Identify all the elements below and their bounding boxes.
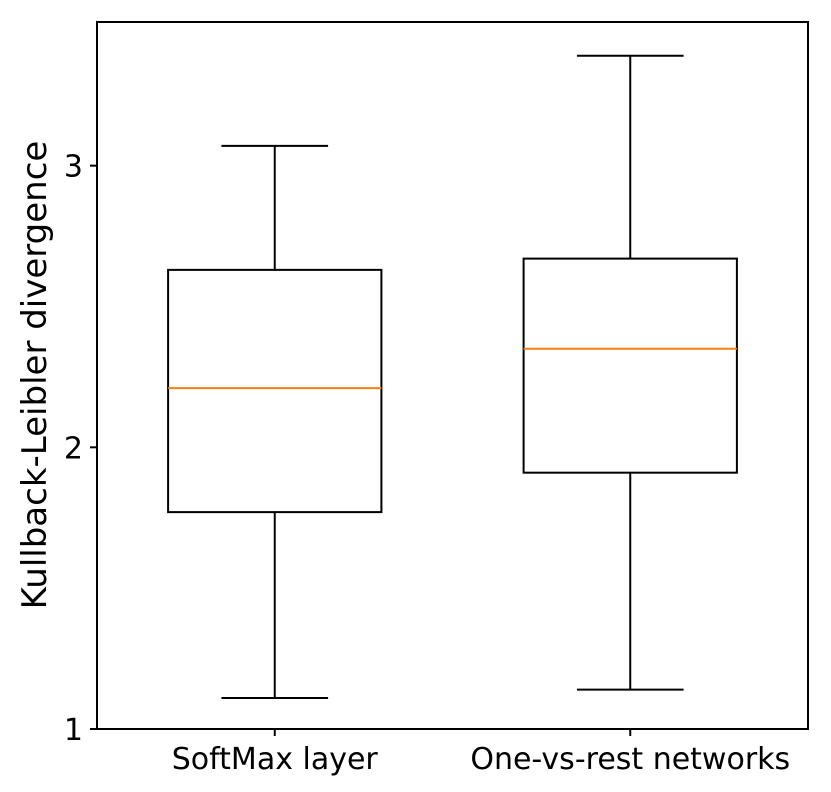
interquartile-box [167,268,383,514]
x-tick-label: One-vs-rest networks [470,742,790,777]
y-axis-title: Kullback-Leibler divergence [15,141,55,610]
box-group [522,54,738,691]
box-group [167,144,383,700]
interquartile-box [522,257,738,474]
x-tick-label: SoftMax layer [172,742,379,777]
box-series [167,54,738,700]
plot-area-frame [96,21,809,730]
y-tick-label: 1 [64,713,83,748]
y-tick-label: 2 [64,431,83,466]
x-axis-ticks: SoftMax layer One-vs-rest networks [172,729,790,777]
y-axis-ticks: 1 2 3 [64,150,97,748]
y-tick-label: 3 [64,150,83,185]
